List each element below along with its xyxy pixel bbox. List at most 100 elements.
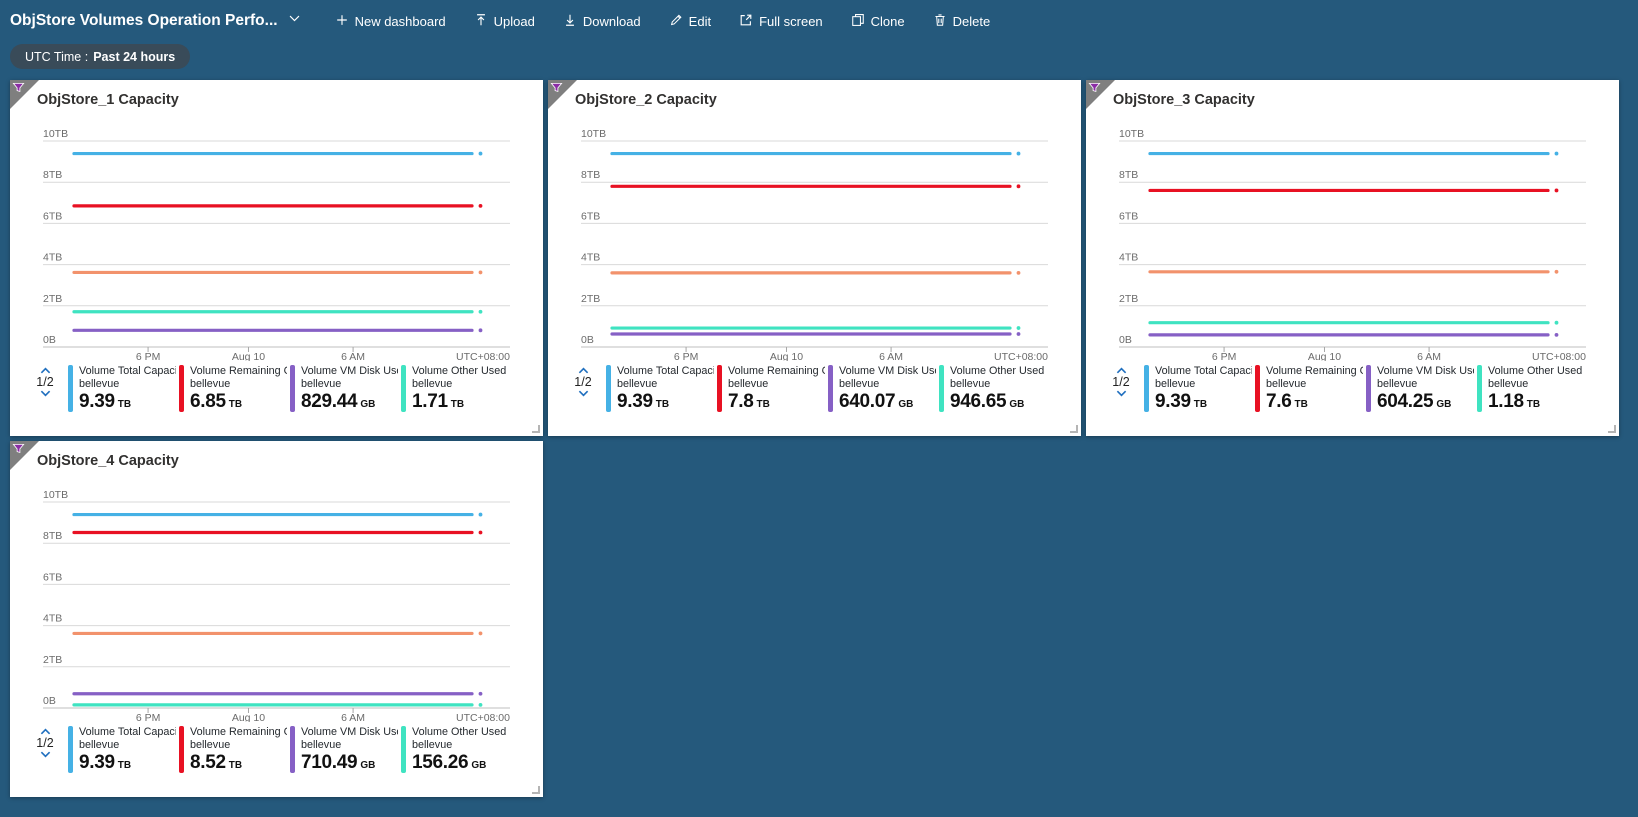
filter-corner[interactable] (548, 80, 577, 109)
toolbar-button-label: New dashboard (354, 13, 446, 29)
y-axis-tick: 0B (43, 695, 56, 707)
y-axis-tick: 0B (1119, 334, 1132, 346)
legend-value: 9.39 (79, 391, 115, 412)
filter-corner[interactable] (10, 441, 39, 470)
legend-metric-name: Volume VM Disk Used ... (839, 365, 936, 377)
filter-corner[interactable] (10, 80, 39, 109)
legend-page-down-icon[interactable] (578, 389, 589, 398)
resize-handle[interactable] (1070, 425, 1078, 433)
legend-value: 156.26 (412, 752, 469, 773)
legend-metric-name: Volume Other Used Ca... (412, 726, 509, 738)
legend-page-up-icon[interactable] (40, 366, 51, 375)
toolbar-button-clone[interactable]: Clone (851, 13, 905, 30)
legend-page-up-icon[interactable] (578, 366, 589, 375)
x-axis-tick: 6 AM (341, 712, 365, 722)
dashboard-title-dropdown[interactable]: ObjStore Volumes Operation Perfo... (10, 12, 301, 30)
toolbar-button-new-dashboard[interactable]: New dashboard (335, 13, 446, 30)
legend-color-bar (939, 365, 944, 412)
legend-color-bar (68, 726, 73, 773)
legend-color-bar (68, 365, 73, 412)
legend-metric-name: Volume Other Used Ca... (412, 365, 509, 377)
legend-color-bar (828, 365, 833, 412)
timezone-label: UTC+08:00 (456, 351, 510, 361)
filter-funnel-icon (550, 82, 563, 100)
y-axis-tick: 0B (581, 334, 594, 346)
resize-handle[interactable] (532, 786, 540, 794)
filter-funnel-icon (1088, 82, 1101, 100)
legend-metric-name: Volume Remaining Cap... (190, 365, 287, 377)
y-axis-tick: 2TB (43, 293, 62, 305)
legend-unit: GB (1009, 399, 1025, 410)
legend-value: 710.49 (301, 752, 358, 773)
filter-corner[interactable] (1086, 80, 1115, 109)
legend-pager: 1/2 (22, 365, 68, 398)
legend-page-up-icon[interactable] (1116, 366, 1127, 375)
legend-unit: GB (1436, 399, 1452, 410)
legend-page-indicator: 1/2 (36, 375, 54, 389)
time-filter-pill[interactable]: UTC Time : Past 24 hours (10, 44, 191, 69)
chart-title: ObjStore_2 Capacity (575, 92, 717, 108)
legend-unit: TB (1294, 399, 1308, 410)
toolbar-button-upload[interactable]: Upload (474, 13, 535, 30)
x-axis-tick: Aug 10 (232, 712, 265, 722)
y-axis-tick: 2TB (1119, 293, 1138, 305)
legend-pager: 1/2 (1098, 365, 1144, 398)
x-axis-tick: 6 AM (879, 351, 903, 361)
legend-page-down-icon[interactable] (1116, 389, 1127, 398)
filter-funnel-icon (12, 82, 25, 100)
toolbar-button-download[interactable]: Download (563, 13, 641, 30)
legend-resource-name: bellevue (301, 739, 342, 751)
legend-value: 6.85 (190, 391, 226, 412)
legend-value: 1.71 (412, 391, 448, 412)
legend-resource-name: bellevue (412, 739, 453, 751)
legend-unit: TB (1526, 399, 1541, 410)
x-axis-tick: 6 AM (1417, 351, 1441, 361)
legend-resource-name: bellevue (728, 378, 769, 390)
legend-resource-name: bellevue (839, 378, 880, 390)
pencil-icon (669, 13, 683, 30)
legend-page-down-icon[interactable] (40, 389, 51, 398)
legend-page-down-icon[interactable] (40, 750, 51, 759)
legend-value: 7.8 (728, 391, 754, 412)
toolbar-button-label: Clone (870, 13, 905, 29)
trash-icon (933, 13, 947, 30)
timezone-label: UTC+08:00 (994, 351, 1048, 361)
toolbar-button-full-screen[interactable]: Full screen (739, 13, 823, 30)
resize-handle[interactable] (1608, 425, 1616, 433)
chart-plot: 10TB 8TB 6TB 4TB 2TB 0B 6 PM Aug 10 6 AM UTC+08:0… (1119, 128, 1586, 361)
toolbar-button-label: Edit (688, 13, 712, 29)
toolbar-button-delete[interactable]: Delete (933, 13, 990, 30)
download-icon (563, 13, 577, 30)
upload-icon (474, 13, 488, 30)
y-axis-tick: 10TB (43, 128, 68, 140)
y-axis-tick: 4TB (43, 613, 62, 625)
y-axis-tick: 4TB (581, 252, 600, 264)
resize-handle[interactable] (532, 425, 540, 433)
dashboard-grid: ObjStore_1 Capacity 10TB 8TB 6TB 4TB 2TB 0B 6 … (0, 69, 1628, 797)
y-axis-tick: 6TB (43, 571, 62, 583)
legend-value: 9.39 (617, 391, 653, 412)
plus-icon (335, 13, 349, 30)
legend-page-up-icon[interactable] (40, 727, 51, 736)
legend-metric-name: Volume VM Disk Used ... (301, 365, 398, 377)
x-axis-tick: Aug 10 (232, 351, 265, 361)
timezone-label: UTC+08:00 (456, 712, 510, 722)
clone-icon (851, 13, 865, 30)
toolbar-button-edit[interactable]: Edit (669, 13, 711, 30)
